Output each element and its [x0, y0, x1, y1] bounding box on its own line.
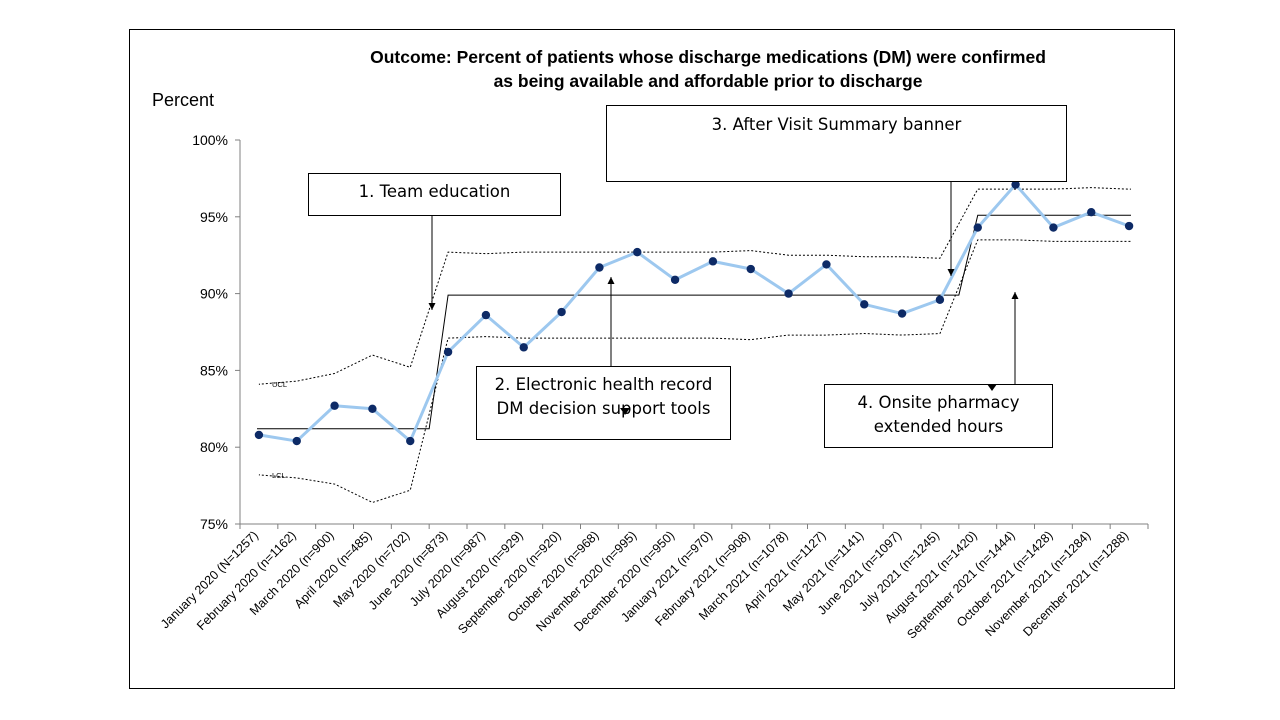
data-point	[822, 260, 831, 269]
chart-title-line-2: as being available and affordable prior …	[493, 71, 923, 91]
data-point	[897, 309, 907, 318]
chart-title-line-1: Outcome: Percent of patients whose disch…	[370, 47, 1046, 67]
data-point	[935, 295, 945, 304]
ucl-label: UCL	[272, 380, 287, 389]
data-point	[633, 247, 642, 257]
data-point	[519, 343, 528, 352]
y-tick-label: 85%	[200, 362, 228, 378]
y-tick-label: 75%	[200, 516, 228, 532]
data-point	[1049, 223, 1058, 232]
annotation-4-line-1: 4. Onsite pharmacy	[857, 393, 1020, 412]
chart-frame	[129, 29, 1175, 689]
data-point	[557, 307, 566, 317]
data-point	[860, 300, 869, 309]
lcl-line	[258, 239, 1131, 504]
data-point	[670, 275, 680, 284]
annotation-2-line-2: DM decision support tools	[496, 399, 711, 418]
annotation-1-line-1: 1. Team education	[358, 182, 511, 201]
data-point	[292, 436, 301, 446]
chart-title: Outcome: Percent of patients whose disch…	[0, 45, 1280, 93]
data-point	[330, 401, 339, 410]
data-point	[481, 310, 491, 320]
y-tick-label: 80%	[200, 439, 228, 455]
data-point	[1087, 207, 1096, 217]
arrow-ehr-tools-head	[607, 277, 615, 284]
annotation-onsite-pharmacy: 4. Onsite pharmacy extended hours	[824, 384, 1053, 448]
annotation-4-line-2: extended hours	[873, 417, 1004, 436]
arrow-stub-ehr	[620, 408, 630, 415]
center-line	[257, 214, 1131, 430]
data-point	[254, 430, 264, 440]
arrow-onsite-pharmacy-head	[1011, 292, 1019, 299]
y-tick-label: 100%	[192, 132, 228, 148]
data-point	[368, 404, 377, 413]
data-point	[1124, 221, 1134, 231]
data-point	[746, 264, 755, 274]
lcl-label: LCL	[272, 471, 286, 480]
data-point	[1011, 180, 1020, 189]
y-axis-label: Percent	[152, 90, 215, 110]
annotation-ehr-tools: 2. Electronic health record DM decision …	[476, 366, 731, 440]
data-point	[784, 289, 793, 298]
arrow-team-education-head	[428, 303, 436, 310]
data-point	[406, 436, 415, 446]
annotation-2-line-1: 2. Electronic health record	[494, 375, 713, 394]
data-point	[708, 257, 718, 266]
y-tick-label: 90%	[200, 286, 228, 302]
series-line	[258, 183, 1130, 443]
annotation-team-education: 1. Team education	[308, 173, 561, 216]
data-point	[595, 263, 604, 272]
data-point	[443, 347, 453, 357]
data-point	[973, 223, 982, 232]
arrow-stub-pharmacy	[987, 384, 997, 391]
arrow-avs-banner-head	[947, 269, 955, 276]
annotation-3-line-1: 3. After Visit Summary banner	[711, 115, 962, 134]
annotation-avs-banner: 3. After Visit Summary banner	[606, 105, 1067, 182]
y-tick-label: 95%	[200, 209, 228, 225]
